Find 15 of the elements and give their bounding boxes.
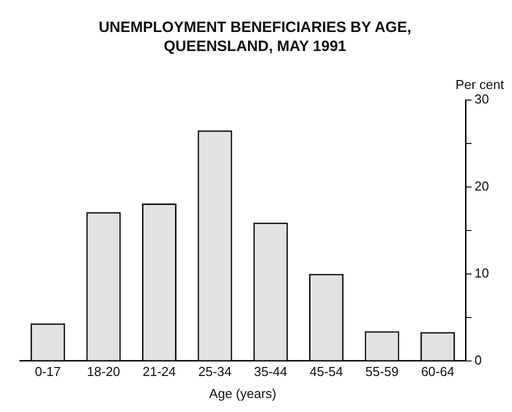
y-tick-label: 10 (474, 265, 490, 280)
y-tick-label: 20 (474, 178, 490, 194)
x-tick-label: 60-64 (421, 364, 454, 380)
x-tick-label: 25-34 (198, 364, 232, 380)
chart-title: UNEMPLOYMENT BENEFICIARIES BY AGE, QUEENSLAND, MAY 1991 (98, 18, 412, 56)
x-tick-label: 35-44 (254, 364, 288, 380)
y-tick-label: 0 (474, 352, 482, 368)
x-axis-title: Age (years) (209, 386, 276, 401)
y-tick-label: 30 (474, 92, 490, 107)
x-tick-label: 55-59 (365, 364, 399, 380)
x-tick-label: 0-17 (34, 364, 61, 380)
x-tick-label: 18-20 (86, 364, 120, 380)
x-tick-label: 45-54 (310, 364, 343, 380)
x-tick-label: 21-24 (142, 364, 176, 380)
y-axis-title: Per cent (456, 77, 504, 92)
